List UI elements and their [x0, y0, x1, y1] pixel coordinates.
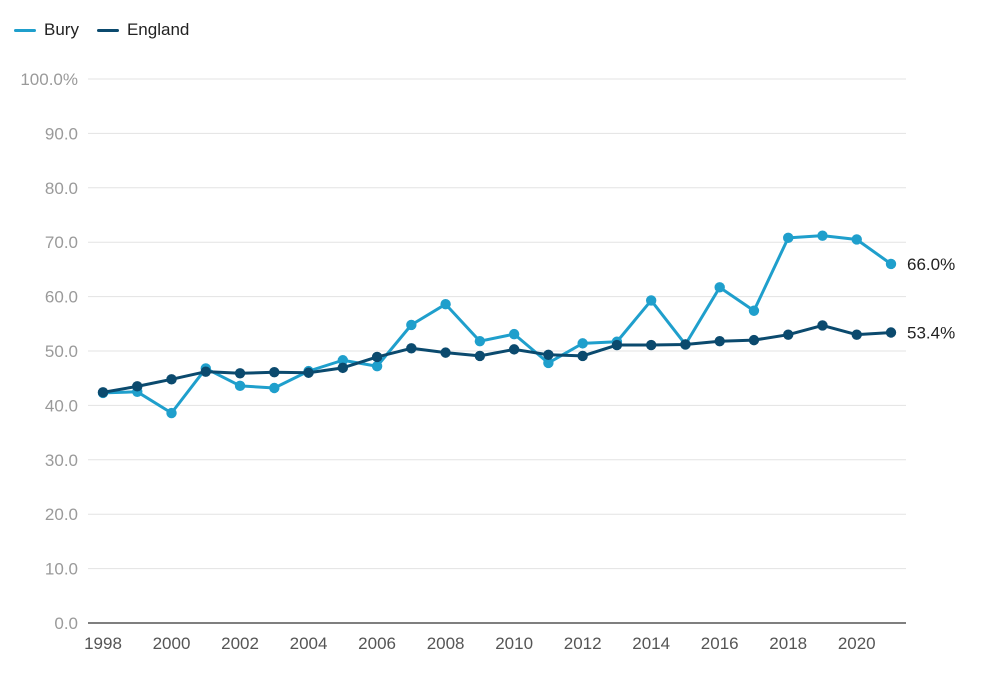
data-point-bury: [406, 319, 417, 331]
x-tick-label: 2020: [838, 634, 876, 653]
legend: Bury England: [14, 20, 189, 40]
data-point-england: [269, 367, 280, 378]
data-point-bury: [748, 305, 760, 316]
x-tick-label: 2012: [564, 634, 602, 653]
data-point-england: [783, 329, 794, 340]
data-point-england: [200, 366, 211, 377]
legend-item-bury[interactable]: Bury: [14, 20, 79, 40]
data-point-england: [474, 350, 486, 362]
x-tick-label: 2002: [221, 634, 259, 653]
data-point-england: [166, 374, 177, 385]
x-tick-label: 2008: [427, 634, 465, 653]
data-point-england: [611, 339, 623, 351]
x-tick-label: 2010: [495, 634, 533, 653]
legend-swatch-bury: [14, 28, 36, 32]
x-tick-label: 2014: [632, 634, 670, 653]
data-point-bury: [337, 355, 349, 366]
data-point-england: [645, 339, 657, 351]
data-point-bury: [166, 407, 177, 419]
data-point-england: [440, 347, 451, 358]
legend-label-bury: Bury: [44, 20, 79, 39]
data-point-england: [577, 350, 588, 362]
data-point-bury: [371, 361, 383, 372]
end-label-england: 53.4%: [907, 324, 955, 343]
data-point-england: [885, 327, 897, 338]
data-point-england: [97, 387, 109, 398]
data-point-england: [132, 381, 143, 392]
data-point-england: [817, 320, 828, 331]
y-tick-label: 40.0: [45, 396, 78, 415]
data-point-bury: [885, 258, 897, 270]
data-point-bury: [474, 336, 486, 347]
x-tick-label: 2006: [358, 634, 396, 653]
data-point-bury: [851, 234, 862, 245]
legend-label-england: England: [126, 20, 190, 39]
y-tick-label: 30.0: [45, 451, 78, 470]
y-tick-label: 100.0%: [20, 70, 78, 89]
data-point-bury: [645, 295, 657, 306]
data-point-bury: [817, 230, 828, 241]
legend-swatch-england: [96, 28, 119, 32]
data-point-england: [680, 339, 691, 350]
x-tick-label: 2004: [290, 634, 328, 653]
series-line-bury: [101, 234, 893, 415]
series-line-england: [101, 323, 893, 394]
y-tick-label: 50.0: [45, 342, 78, 361]
y-tick-label: 90.0: [45, 124, 78, 143]
data-point-bury: [440, 299, 451, 310]
data-point-england: [406, 343, 417, 354]
x-tick-label: 2000: [153, 634, 191, 653]
data-point-bury: [269, 382, 280, 394]
data-point-bury: [508, 328, 520, 340]
data-point-england: [508, 344, 520, 355]
y-tick-label: 0.0: [54, 614, 78, 633]
x-tick-label: 2018: [769, 634, 807, 653]
data-point-england: [371, 351, 383, 363]
data-point-england: [543, 349, 554, 361]
data-point-bury: [783, 232, 794, 244]
data-point-england: [748, 334, 760, 346]
y-tick-label: 70.0: [45, 233, 78, 252]
x-tick-label: 2016: [701, 634, 739, 653]
data-point-bury: [543, 357, 554, 369]
end-label-bury: 66.0%: [907, 255, 955, 274]
legend-item-england[interactable]: England: [96, 20, 190, 40]
data-point-england: [303, 367, 314, 378]
data-point-england: [714, 336, 725, 347]
y-tick-label: 60.0: [45, 288, 78, 307]
data-point-england: [234, 368, 246, 379]
data-point-bury: [714, 282, 725, 293]
data-point-england: [851, 329, 862, 340]
y-tick-label: 80.0: [45, 179, 78, 198]
data-point-england: [337, 362, 349, 374]
data-point-bury: [234, 380, 246, 392]
x-tick-label: 1998: [84, 634, 122, 653]
data-point-bury: [577, 338, 588, 349]
y-tick-label: 20.0: [45, 505, 78, 524]
y-tick-label: 10.0: [45, 560, 78, 579]
